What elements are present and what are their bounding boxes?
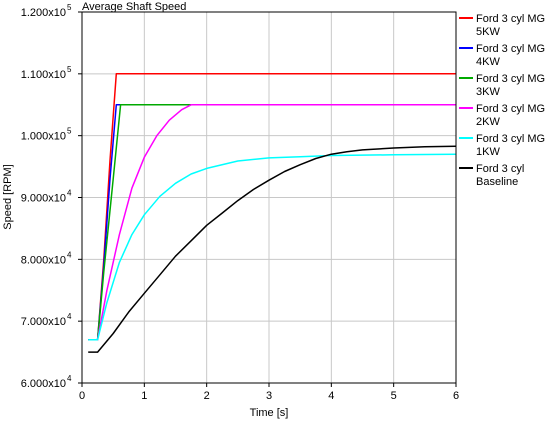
legend-label: 1KW xyxy=(476,146,500,158)
y-tick-label: 1.100x10 xyxy=(21,69,66,81)
y-axis-ticks: 6.000x10 47.000x10 48.000x10 49.000x10 41.00… xyxy=(21,3,82,390)
y-tick-exponent: 5 xyxy=(67,127,72,136)
y-tick-label: 1.000x10 xyxy=(21,131,66,143)
series-line xyxy=(88,104,456,341)
y-tick-label: 9.000x10 xyxy=(21,193,66,205)
chart-title: Average Shaft Speed xyxy=(82,1,186,13)
y-tick-exponent: 4 xyxy=(67,374,72,383)
series-lines xyxy=(88,73,457,353)
series-line xyxy=(88,73,456,341)
x-tick-label: 6 xyxy=(453,390,459,402)
y-tick-exponent: 4 xyxy=(67,189,72,198)
series-line xyxy=(88,104,456,341)
legend-label: Ford 3 cyl xyxy=(476,163,524,175)
x-tick-label: 1 xyxy=(141,390,147,402)
x-axis-ticks: 0 1 2 3 4 5 6 xyxy=(79,383,459,402)
legend-label: 5KW xyxy=(476,26,500,38)
x-tick-label: 4 xyxy=(328,390,334,402)
grid-lines xyxy=(82,12,456,383)
y-tick-label: 6.000x10 xyxy=(21,378,66,390)
x-tick-label: 5 xyxy=(391,390,397,402)
legend-label: Baseline xyxy=(476,176,518,188)
series-line xyxy=(88,153,457,341)
x-axis-label: Time [s] xyxy=(250,407,289,419)
y-tick-exponent: 4 xyxy=(67,312,72,321)
x-tick-label: 3 xyxy=(266,390,272,402)
legend-label: Ford 3 cyl MG xyxy=(476,13,545,25)
y-tick-label: 1.200x10 xyxy=(21,7,66,19)
x-tick-label: 0 xyxy=(79,390,85,402)
y-axis-label: Speed [RPM] xyxy=(2,164,14,229)
y-tick-exponent: 4 xyxy=(67,250,72,259)
legend-label: 4KW xyxy=(476,56,500,68)
y-tick-label: 7.000x10 xyxy=(21,316,66,328)
legend-label: 2KW xyxy=(476,116,500,128)
y-tick-exponent: 5 xyxy=(67,65,72,74)
x-tick-label: 2 xyxy=(204,390,210,402)
legend-label: Ford 3 cyl MG xyxy=(476,43,545,55)
legend-label: Ford 3 cyl MG xyxy=(476,103,545,115)
legend-label: Ford 3 cyl MG xyxy=(476,133,545,145)
legend-label: Ford 3 cyl MG xyxy=(476,73,545,85)
y-tick-label: 8.000x10 xyxy=(21,254,66,266)
series-line xyxy=(88,145,457,353)
series-line xyxy=(88,104,456,341)
legend-label: 3KW xyxy=(476,86,500,98)
y-tick-exponent: 5 xyxy=(67,3,72,12)
